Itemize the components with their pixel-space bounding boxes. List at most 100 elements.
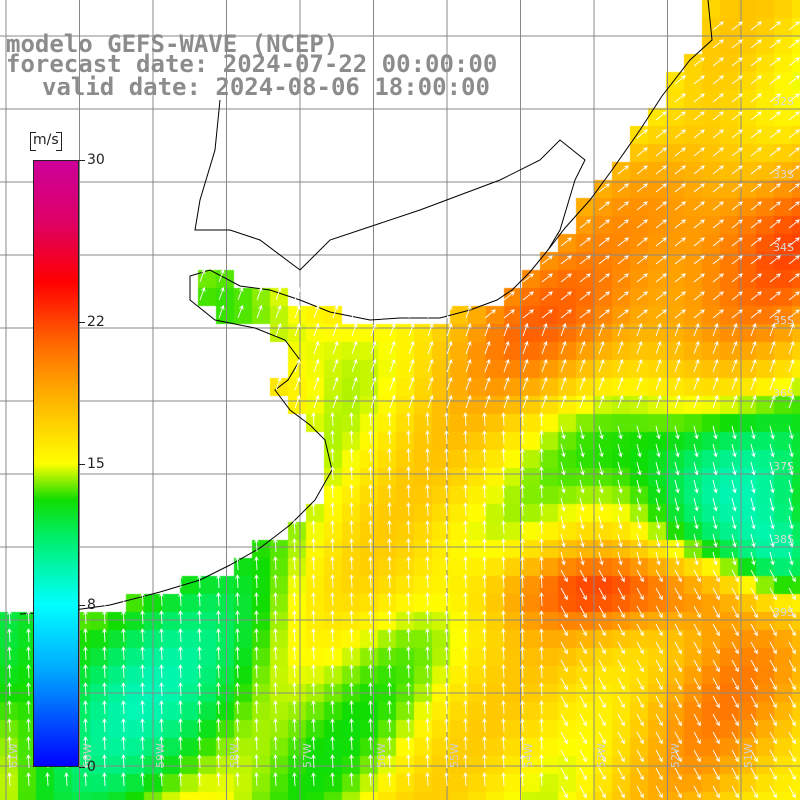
wind-arrow <box>539 592 544 607</box>
wind-arrow <box>731 569 739 583</box>
wind-arrow <box>693 533 699 548</box>
wind-arrow <box>655 641 663 655</box>
wind-arrow <box>674 183 686 193</box>
wind-arrow <box>769 785 777 799</box>
colorbar-tick-label: 15 <box>87 455 105 472</box>
wind-arrow <box>674 479 680 494</box>
wind-arrow <box>598 273 610 283</box>
wind-arrow <box>484 340 491 355</box>
wind-arrow <box>273 538 278 553</box>
wind-arrow <box>370 358 377 373</box>
wind-arrow <box>598 623 606 637</box>
wind-arrow <box>463 484 468 499</box>
wind-arrow <box>522 376 529 391</box>
wind-arrow <box>617 713 625 727</box>
wind-arrow <box>655 322 662 337</box>
wind-arrow <box>351 340 358 355</box>
wind-arrow <box>769 219 781 229</box>
wind-arrow <box>406 448 411 463</box>
wind-arrow <box>655 219 667 229</box>
wind-arrow <box>579 461 585 476</box>
wind-arrow <box>330 556 335 571</box>
wind-arrow <box>197 736 202 751</box>
wind-arrow <box>541 358 548 373</box>
wind-arrow <box>541 255 553 265</box>
colorbar <box>33 160 79 767</box>
coastline-path <box>19 0 713 615</box>
wind-arrow <box>387 682 392 697</box>
wind-arrow <box>197 610 202 625</box>
wind-arrow <box>617 376 624 391</box>
wind-arrow <box>617 479 623 494</box>
wind-arrow <box>159 736 164 751</box>
wind-arrow <box>482 502 487 517</box>
wind-arrow <box>273 646 278 661</box>
wind-arrow <box>522 291 534 301</box>
wind-arrow <box>520 664 525 679</box>
wind-arrow <box>140 592 145 607</box>
wind-arrow <box>674 129 686 139</box>
wind-arrow <box>693 93 705 103</box>
wind-arrow <box>7 736 12 751</box>
wind-arrow <box>503 309 515 319</box>
wind-arrow <box>370 376 377 391</box>
wind-arrow <box>482 592 487 607</box>
wind-arrow <box>425 628 430 643</box>
wind-arrow <box>463 538 468 553</box>
wind-arrow <box>446 322 453 337</box>
wind-arrow <box>541 291 553 301</box>
colorbar-tick-label: 8 <box>87 597 96 614</box>
wind-arrow <box>598 309 610 319</box>
wind-arrow <box>598 201 610 211</box>
wind-arrow <box>674 641 682 655</box>
wind-arrow <box>598 219 610 229</box>
wind-arrow <box>750 533 756 548</box>
wind-arrow <box>579 713 587 727</box>
wind-arrow <box>655 165 667 175</box>
wind-arrow <box>121 736 126 751</box>
wind-arrow <box>273 736 278 751</box>
wind-arrow <box>560 623 568 637</box>
wind-arrow <box>655 533 661 548</box>
wind-arrow <box>444 610 449 625</box>
wind-arrow <box>693 376 700 391</box>
wind-arrow <box>712 129 724 139</box>
wind-arrow <box>788 165 800 175</box>
wind-arrow <box>389 376 396 391</box>
wind-arrow <box>389 340 396 355</box>
wind-arrow <box>769 39 781 49</box>
wind-arrow <box>7 646 12 661</box>
wind-arrow <box>693 57 705 67</box>
wind-arrow <box>311 700 316 715</box>
wind-arrow <box>349 682 354 697</box>
wind-arrow <box>560 533 566 548</box>
wind-arrow <box>712 785 720 799</box>
wind-arrow <box>712 75 724 85</box>
wind-arrow <box>750 677 758 691</box>
wind-arrow <box>294 376 301 391</box>
wind-arrow <box>26 646 31 661</box>
wind-arrow <box>750 551 756 566</box>
wind-arrow <box>674 93 686 103</box>
wind-arrow <box>273 664 278 679</box>
wind-arrow <box>598 731 606 745</box>
wind-arrow <box>731 749 739 763</box>
wind-arrow <box>636 291 648 301</box>
wind-arrow <box>311 592 316 607</box>
wind-arrow <box>159 754 164 769</box>
wind-arrow <box>520 646 525 661</box>
wind-arrow <box>425 556 430 571</box>
wind-arrow <box>617 641 625 655</box>
wind-arrow <box>598 291 610 301</box>
wind-arrow <box>693 569 701 583</box>
wind-arrow <box>693 551 699 566</box>
wind-arrow <box>769 587 777 601</box>
wind-arrow <box>712 255 724 265</box>
wind-arrow <box>788 183 800 193</box>
wind-arrow <box>501 538 506 553</box>
wind-arrow <box>788 677 796 691</box>
wind-arrow <box>159 718 164 733</box>
wind-arrow <box>674 309 686 319</box>
wind-arrow <box>444 772 449 787</box>
